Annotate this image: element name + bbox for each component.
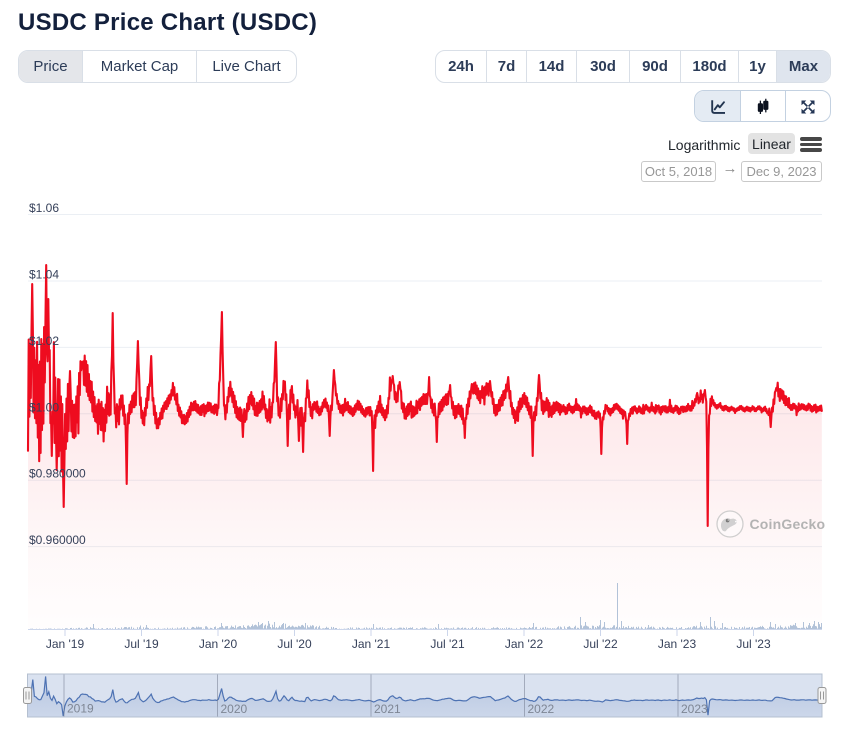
svg-text:2021: 2021 [374,702,401,716]
svg-text:$1.04: $1.04 [29,268,59,282]
svg-text:2020: 2020 [221,702,248,716]
svg-text:Jan '23: Jan '23 [658,637,697,651]
svg-text:$1.00: $1.00 [29,400,59,414]
svg-text:CoinGecko: CoinGecko [750,516,826,532]
svg-text:Jul '22: Jul '22 [583,637,618,651]
svg-text:Jan '21: Jan '21 [352,637,391,651]
svg-text:2019: 2019 [67,702,94,716]
svg-text:Jul '20: Jul '20 [277,637,312,651]
svg-text:Jan '19: Jan '19 [46,637,85,651]
svg-text:Jan '22: Jan '22 [505,637,544,651]
svg-text:2022: 2022 [528,702,555,716]
svg-text:Jul '23: Jul '23 [736,637,771,651]
svg-text:Jul '19: Jul '19 [124,637,159,651]
svg-text:$0.980000: $0.980000 [29,467,86,481]
svg-text:$1.06: $1.06 [29,201,59,215]
svg-text:2023: 2023 [681,702,708,716]
svg-text:Jan '20: Jan '20 [199,637,238,651]
svg-text:$1.02: $1.02 [29,334,59,348]
svg-text:$0.960000: $0.960000 [29,533,86,547]
svg-text:Jul '21: Jul '21 [430,637,465,651]
